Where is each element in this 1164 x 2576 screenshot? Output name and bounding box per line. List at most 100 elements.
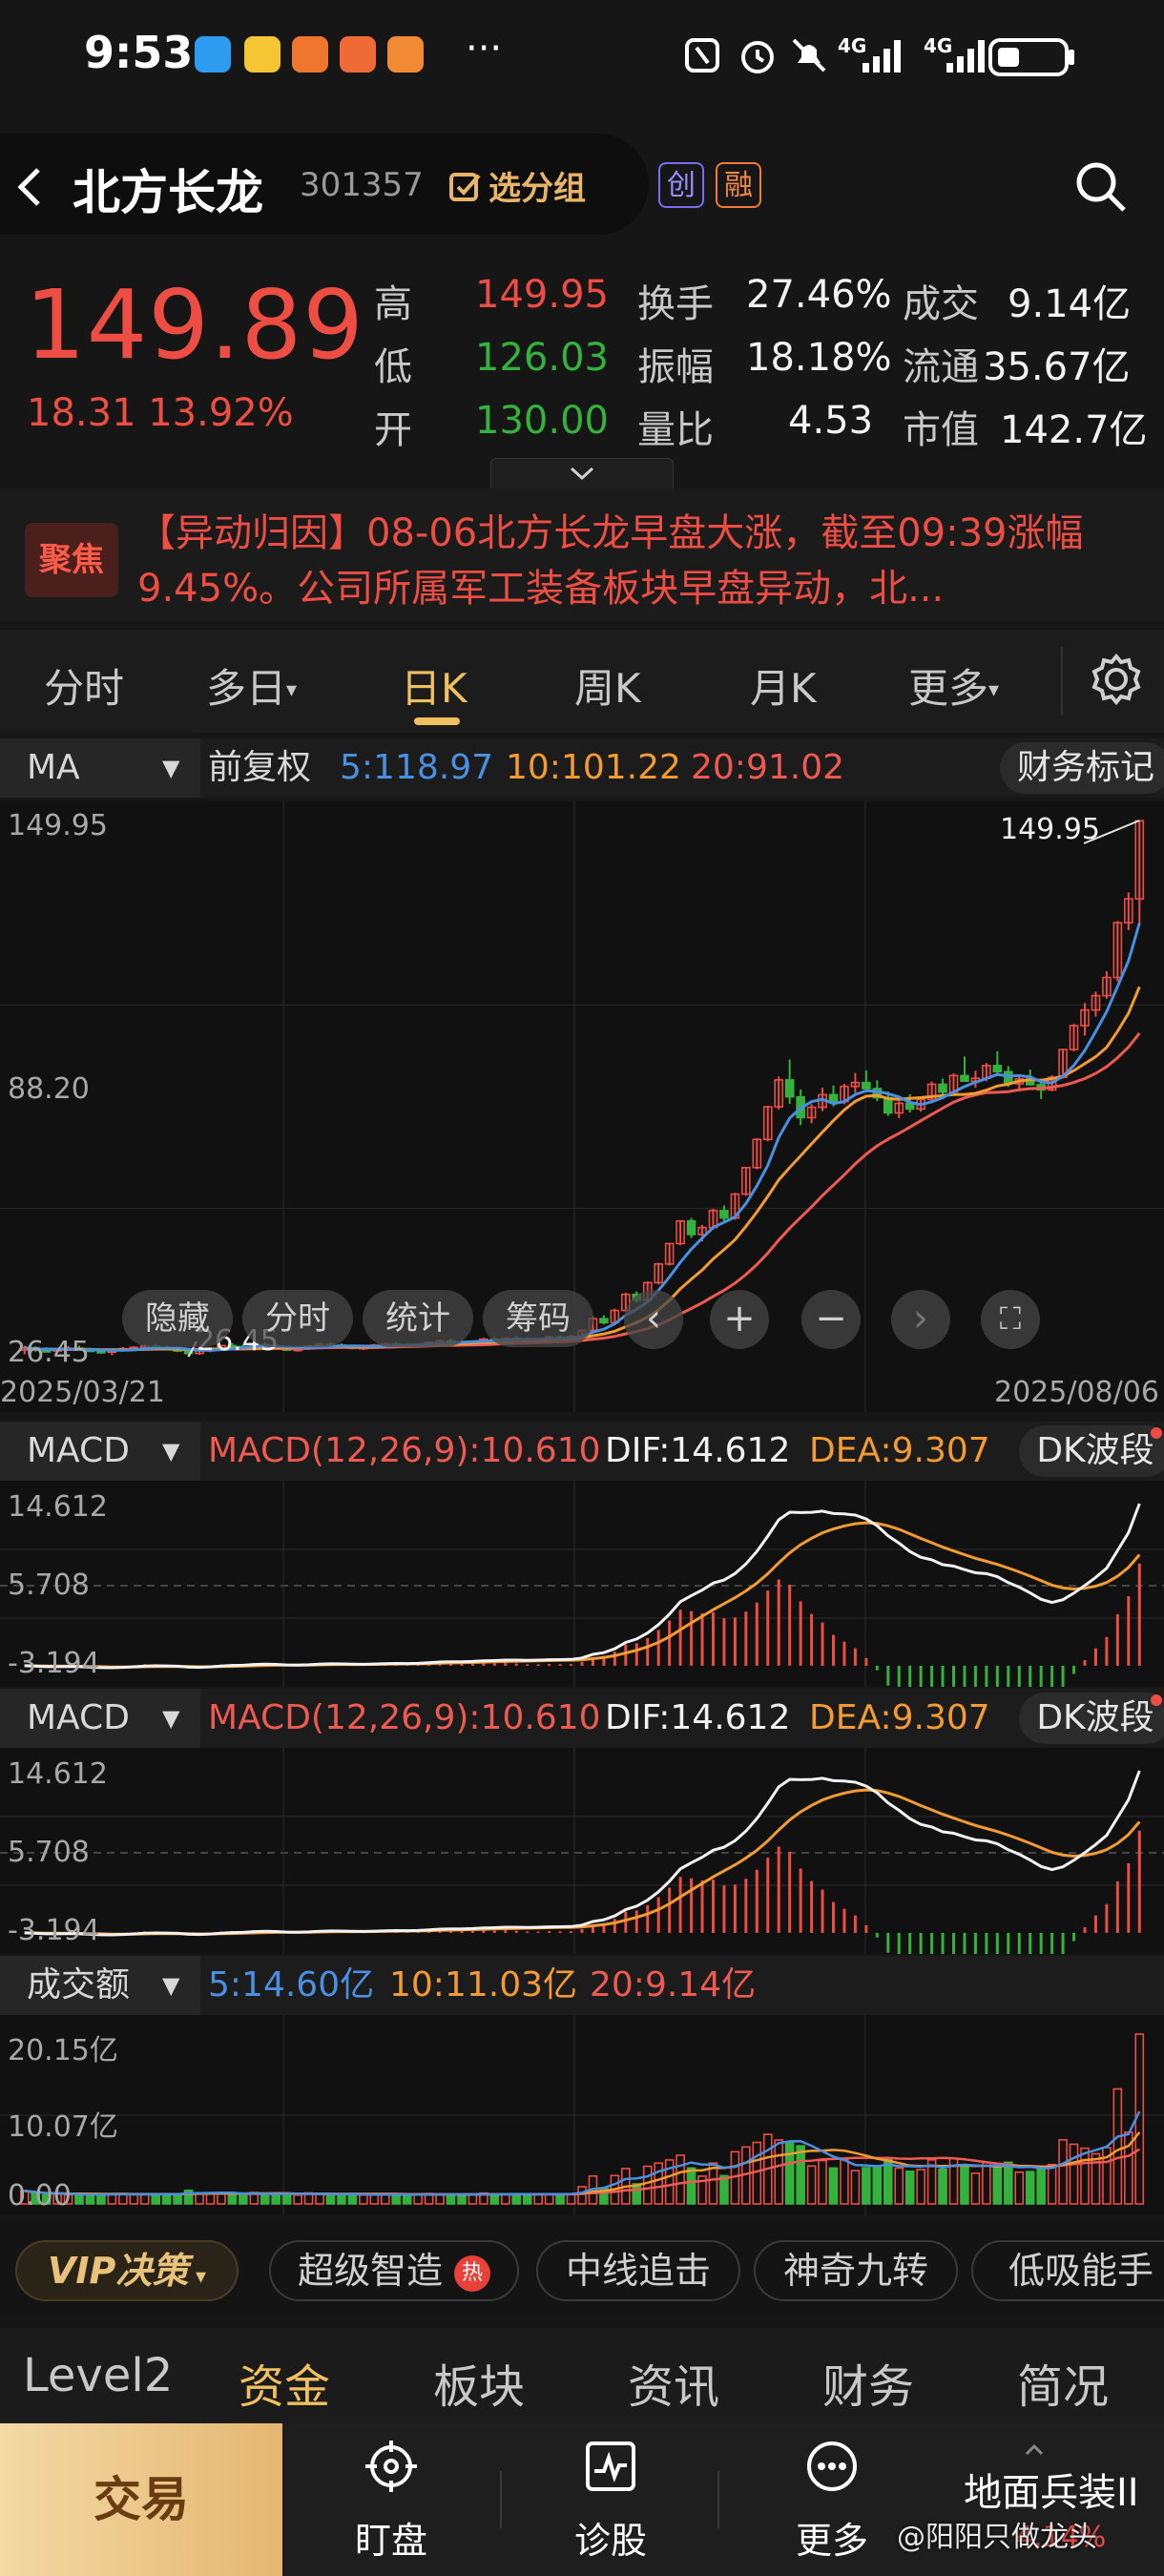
nav-more[interactable]: 更多 bbox=[746, 2439, 918, 2564]
tab-news[interactable]: 资讯 bbox=[628, 2360, 720, 2414]
title-pill bbox=[0, 134, 649, 235]
battery-icon bbox=[988, 38, 1074, 76]
nav-diagnose[interactable]: 诊股 bbox=[525, 2439, 696, 2564]
volume-bar bbox=[555, 2193, 565, 2205]
macd1-dk-band-button[interactable]: DK波段 bbox=[1019, 1425, 1164, 1477]
candle-body bbox=[926, 1083, 937, 1101]
volume-bar bbox=[1025, 2171, 1035, 2205]
volume-bar bbox=[457, 2193, 467, 2205]
vol-ma10: 10:11.03亿 bbox=[389, 1965, 577, 2005]
volume-bar bbox=[1080, 2147, 1090, 2205]
back-icon[interactable] bbox=[13, 166, 46, 208]
volume-bar bbox=[850, 2170, 861, 2205]
news-banner[interactable]: 聚焦 【异动归因】08-06北方长龙早盘大涨，截至09:39涨幅9.45%。公司… bbox=[0, 488, 1164, 622]
candle-body bbox=[686, 1219, 696, 1236]
volume-bar bbox=[511, 2193, 522, 2205]
tab-capital[interactable]: 资金 bbox=[239, 2360, 331, 2414]
candle-body bbox=[741, 1167, 751, 1195]
finance-mark-button[interactable]: 财务标记 bbox=[1000, 742, 1164, 794]
volume-bar bbox=[828, 2167, 839, 2205]
more-dots-icon bbox=[807, 2441, 857, 2491]
expand-quote-button[interactable] bbox=[490, 458, 674, 490]
stats-button[interactable]: 统计 bbox=[363, 1290, 473, 1347]
open-value: 130.00 bbox=[475, 399, 609, 443]
volume-bar bbox=[632, 2183, 642, 2205]
macd2-dk-band-button[interactable]: DK波段 bbox=[1019, 1693, 1164, 1744]
macd2-selector[interactable]: MACD ▼ bbox=[0, 1689, 200, 1748]
volume-bar bbox=[129, 2193, 139, 2205]
volume-bar bbox=[260, 2193, 270, 2205]
macd2-chart[interactable] bbox=[0, 1748, 1164, 1954]
taobao-app-icon bbox=[292, 36, 328, 73]
macd2-params: MACD(12,26,9):10.610 bbox=[208, 1698, 601, 1737]
settings-gear-icon[interactable] bbox=[1088, 651, 1145, 708]
fullscreen-icon[interactable]: ⛶ bbox=[981, 1290, 1040, 1349]
prev-arrow-icon[interactable]: ‹ bbox=[624, 1290, 683, 1349]
amplitude-value: 18.18% bbox=[746, 336, 892, 380]
volume-bar bbox=[938, 2168, 947, 2205]
chip-low-buy[interactable]: 低吸能手 bbox=[971, 2240, 1164, 2301]
intraday-button[interactable]: 分时 bbox=[242, 1290, 353, 1347]
tab-overview[interactable]: 简况 bbox=[1017, 2360, 1110, 2414]
tab-weekly-k[interactable]: 周K bbox=[574, 665, 641, 712]
tab-multi-day-label: 多日 bbox=[206, 665, 287, 712]
macd1-chart[interactable] bbox=[0, 1481, 1164, 1687]
chip-midline-chase[interactable]: 中线追击 bbox=[536, 2240, 740, 2301]
volume-chart[interactable] bbox=[0, 2015, 1164, 2215]
tab-monthly-k[interactable]: 月K bbox=[750, 665, 817, 712]
candle-body bbox=[664, 1242, 675, 1265]
sector-name[interactable]: 地面兵装II bbox=[964, 2471, 1139, 2515]
nav-diagnose-label: 诊股 bbox=[573, 2520, 647, 2562]
signal-icon bbox=[863, 40, 901, 73]
tab-more[interactable]: 更多▾ bbox=[908, 656, 999, 715]
volume-bar bbox=[325, 2193, 336, 2205]
volume-bar bbox=[719, 2174, 729, 2205]
chip-magic-nine[interactable]: 神奇九转 bbox=[754, 2240, 958, 2301]
candle-body bbox=[850, 1081, 861, 1088]
volume-y-mid: 10.07亿 bbox=[8, 2110, 118, 2144]
shopping-app-icon bbox=[340, 36, 376, 73]
tab-finance[interactable]: 财务 bbox=[822, 2360, 915, 2414]
status-bar: 9:53 ··· 4G 4G bbox=[0, 0, 1164, 114]
candle-body bbox=[806, 1106, 817, 1119]
volume-bar bbox=[916, 2169, 925, 2205]
bottom-nav: 交易 盯盘 诊股 更多 地面兵装II 4.14% @阳阳只做龙头 bbox=[0, 2423, 1164, 2576]
macd1-selector[interactable]: MACD ▼ bbox=[0, 1422, 200, 1481]
caret-down-icon-6: ▼ bbox=[162, 1972, 180, 1999]
tab-sector[interactable]: 板块 bbox=[433, 2360, 526, 2414]
chip-super-manufacturing[interactable]: 超级智造 热 bbox=[269, 2240, 519, 2301]
ma20-value: 20:91.02 bbox=[691, 748, 844, 787]
nav-watch-label: 盯盘 bbox=[354, 2520, 427, 2562]
amount-value: 9.14亿 bbox=[1008, 282, 1132, 326]
tab-intraday[interactable]: 分时 bbox=[44, 665, 125, 712]
volume-bar bbox=[697, 2175, 707, 2205]
message-app-icon bbox=[195, 36, 231, 73]
vip-decision-chip[interactable]: VIP决策 ▾ bbox=[15, 2240, 239, 2301]
tab-level2[interactable]: Level2 bbox=[23, 2349, 174, 2402]
zoom-out-icon[interactable]: − bbox=[801, 1290, 861, 1349]
tab-multi-day[interactable]: 多日▾ bbox=[206, 656, 297, 715]
caret-down-icon-5: ▼ bbox=[162, 1705, 180, 1732]
trade-button[interactable]: 交易 bbox=[0, 2423, 282, 2576]
low-label: 低 bbox=[374, 345, 412, 389]
hide-button[interactable]: 隐藏 bbox=[122, 1290, 233, 1347]
candle-body bbox=[1124, 898, 1133, 924]
macd1-params: MACD(12,26,9):10.610 bbox=[208, 1431, 601, 1470]
volume-bar bbox=[1047, 2163, 1057, 2205]
kline-high-marker: 149.95 bbox=[1000, 813, 1100, 846]
dea-line bbox=[24, 1788, 1141, 1936]
nav-watch[interactable]: 盯盘 bbox=[305, 2439, 477, 2564]
volume-bar bbox=[74, 2193, 84, 2205]
tab-daily-k[interactable]: 日K bbox=[401, 665, 468, 712]
kline-y-top: 149.95 bbox=[8, 809, 108, 842]
zoom-in-icon[interactable]: + bbox=[710, 1290, 769, 1349]
search-icon[interactable] bbox=[1072, 158, 1130, 216]
active-tab-indicator bbox=[414, 717, 460, 725]
select-group-button[interactable]: 选分组 bbox=[448, 162, 586, 209]
nfc-icon bbox=[685, 38, 719, 73]
ma-selector[interactable]: MA ▼ bbox=[0, 738, 200, 798]
volume-selector[interactable]: 成交额 ▼ bbox=[0, 1956, 200, 2015]
market-cap-label: 市值 bbox=[903, 408, 979, 452]
chips-button[interactable]: 筹码 bbox=[483, 1290, 593, 1347]
next-arrow-icon[interactable]: › bbox=[891, 1290, 950, 1349]
